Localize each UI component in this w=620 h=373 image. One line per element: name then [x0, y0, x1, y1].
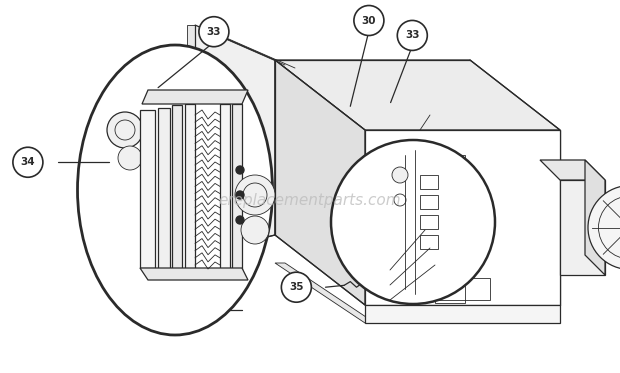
Bar — [420, 235, 438, 249]
Circle shape — [392, 167, 408, 183]
Polygon shape — [275, 60, 365, 305]
Polygon shape — [185, 104, 195, 273]
Text: 30: 30 — [361, 16, 376, 25]
Circle shape — [354, 6, 384, 35]
Circle shape — [236, 166, 244, 174]
Bar — [435, 215, 465, 245]
Polygon shape — [560, 180, 605, 275]
Ellipse shape — [78, 45, 273, 335]
Circle shape — [107, 112, 143, 148]
Polygon shape — [142, 90, 248, 104]
Polygon shape — [275, 60, 560, 130]
Circle shape — [331, 140, 495, 304]
Circle shape — [235, 175, 275, 215]
Text: 34: 34 — [20, 157, 35, 167]
Bar — [420, 215, 438, 229]
Polygon shape — [232, 104, 242, 272]
Text: 33: 33 — [206, 27, 221, 37]
Bar — [435, 278, 490, 300]
Polygon shape — [585, 160, 605, 275]
Polygon shape — [220, 104, 230, 273]
Circle shape — [281, 272, 311, 302]
Text: ereplacementparts.com: ereplacementparts.com — [219, 192, 401, 207]
Bar — [435, 250, 465, 272]
Text: 35: 35 — [289, 282, 304, 292]
Polygon shape — [365, 305, 560, 323]
Circle shape — [13, 147, 43, 177]
Circle shape — [118, 146, 142, 170]
Bar — [420, 195, 438, 209]
Circle shape — [236, 216, 244, 224]
Circle shape — [241, 216, 269, 244]
Circle shape — [588, 185, 620, 270]
Polygon shape — [540, 160, 605, 180]
Bar — [435, 155, 465, 180]
Bar — [420, 175, 438, 189]
Circle shape — [236, 191, 244, 199]
Polygon shape — [187, 25, 195, 255]
Text: 33: 33 — [405, 31, 420, 40]
Polygon shape — [158, 108, 170, 270]
Bar — [435, 278, 465, 303]
Polygon shape — [365, 130, 560, 305]
Bar — [435, 185, 465, 210]
Circle shape — [397, 21, 427, 50]
Polygon shape — [275, 263, 375, 323]
Circle shape — [199, 17, 229, 47]
Polygon shape — [172, 105, 182, 272]
Polygon shape — [140, 268, 248, 280]
Polygon shape — [140, 110, 155, 268]
Polygon shape — [195, 25, 275, 255]
